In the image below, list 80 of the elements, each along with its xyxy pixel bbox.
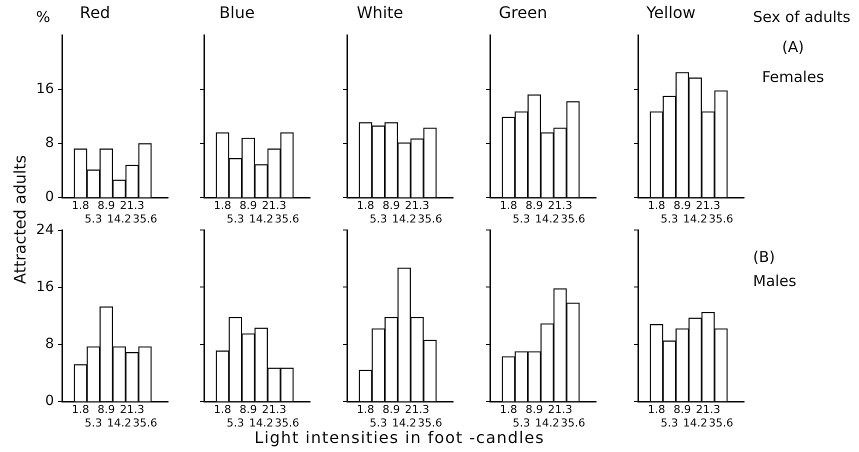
chart-title: White bbox=[356, 2, 404, 22]
x-tick-label: 21.3 bbox=[404, 199, 430, 212]
x-tick-label: 35.6 bbox=[708, 416, 734, 430]
x-tick-label: 5.3 bbox=[370, 416, 388, 430]
x-tick-label: 14.2 bbox=[106, 212, 132, 226]
text: (A) bbox=[781, 38, 805, 56]
x-tick-label: 8.9 bbox=[526, 403, 544, 416]
x-tick-label: 5.3 bbox=[226, 416, 244, 430]
x-tick-label: 21.3 bbox=[404, 403, 430, 416]
x-tick-label: 8.9 bbox=[382, 403, 400, 416]
x-tick-label: 5.3 bbox=[512, 416, 530, 430]
x-tick-label: 1.8 bbox=[500, 403, 518, 416]
x-tick-label: 21.3 bbox=[548, 403, 572, 416]
y-tick-label: 24 bbox=[36, 222, 54, 238]
x-tick-label: 14.2 bbox=[392, 212, 416, 226]
text: Females bbox=[760, 68, 826, 86]
x-tick-label: 8.9 bbox=[98, 403, 116, 416]
text: (B) bbox=[753, 248, 775, 266]
chart-title: Red bbox=[80, 2, 110, 22]
x-tick-label: 14.2 bbox=[534, 212, 560, 226]
x-tick-label: 8.9 bbox=[98, 199, 116, 212]
x-tick-label: 8.9 bbox=[240, 199, 258, 212]
x-tick-label: 35.6 bbox=[560, 416, 586, 430]
x-tick-label: 1.8 bbox=[356, 403, 374, 416]
x-tick-label: 1.8 bbox=[648, 199, 666, 212]
x-tick-label: 35.6 bbox=[274, 416, 300, 430]
y-tick-label: 16 bbox=[36, 279, 54, 296]
y-tick-label: 16 bbox=[36, 80, 54, 97]
x-tick-label: 35.6 bbox=[560, 212, 586, 226]
x-axis-title: Light intensities in foot -candles bbox=[253, 428, 546, 447]
chart-title: Blue bbox=[219, 2, 255, 22]
x-tick-label: 8.9 bbox=[240, 403, 258, 416]
x-tick-label: 1.8 bbox=[648, 403, 666, 416]
x-tick-label: 35.6 bbox=[418, 416, 442, 430]
y-tick-label: 8 bbox=[45, 336, 54, 352]
x-tick-label: 1.8 bbox=[72, 199, 90, 212]
x-tick-label: 35.6 bbox=[132, 212, 158, 226]
x-tick-label: 14.2 bbox=[682, 416, 708, 430]
text: Males bbox=[753, 272, 796, 290]
x-tick-label: 8.9 bbox=[674, 199, 692, 212]
x-tick-label: 21.3 bbox=[120, 199, 144, 212]
x-tick-label: 14.2 bbox=[248, 212, 274, 226]
x-tick-label: 14.2 bbox=[682, 212, 708, 226]
x-tick-label: 21.3 bbox=[120, 403, 144, 416]
x-tick-label: 1.8 bbox=[500, 199, 518, 212]
x-tick-label: 21.3 bbox=[262, 199, 286, 212]
x-tick-label: 14.2 bbox=[106, 416, 132, 430]
x-tick-label: 35.6 bbox=[274, 212, 300, 226]
x-tick-label: 1.8 bbox=[214, 403, 232, 416]
x-tick-label: 5.3 bbox=[660, 416, 678, 430]
x-tick-label: 1.8 bbox=[356, 199, 374, 212]
x-tick-label: 14.2 bbox=[248, 416, 274, 430]
x-tick-label: 21.3 bbox=[696, 199, 720, 212]
x-tick-label: 5.3 bbox=[226, 212, 244, 226]
y-axis-title: Attracted adults bbox=[10, 154, 30, 286]
x-tick-label: 35.6 bbox=[418, 212, 442, 226]
x-tick-label: 5.3 bbox=[660, 212, 678, 226]
x-tick-label: 14.2 bbox=[534, 416, 560, 430]
x-tick-label: 8.9 bbox=[382, 199, 400, 212]
x-tick-label: 5.3 bbox=[84, 416, 102, 430]
y-tick-label: 0 bbox=[45, 189, 54, 206]
x-tick-label: 35.6 bbox=[132, 416, 158, 430]
chart-title: Green bbox=[498, 2, 548, 22]
x-tick-label: 1.8 bbox=[214, 199, 232, 212]
text: % bbox=[36, 8, 50, 26]
x-tick-label: 21.3 bbox=[548, 199, 572, 212]
x-tick-label: 1.8 bbox=[72, 403, 90, 416]
x-tick-label: 8.9 bbox=[526, 199, 544, 212]
text: Sex of adults bbox=[753, 8, 850, 26]
chart-title: Yellow bbox=[645, 2, 696, 22]
x-tick-label: 5.3 bbox=[84, 212, 102, 226]
x-tick-label: 8.9 bbox=[674, 403, 692, 416]
y-tick-label: 8 bbox=[45, 135, 54, 152]
x-tick-label: 5.3 bbox=[512, 212, 530, 226]
x-tick-label: 21.3 bbox=[696, 403, 720, 416]
x-tick-label: 35.6 bbox=[708, 212, 734, 226]
x-tick-label: 21.3 bbox=[262, 403, 286, 416]
y-tick-label: 0 bbox=[45, 393, 54, 410]
x-tick-label: 5.3 bbox=[370, 212, 388, 226]
x-tick-label: 14.2 bbox=[392, 416, 416, 430]
